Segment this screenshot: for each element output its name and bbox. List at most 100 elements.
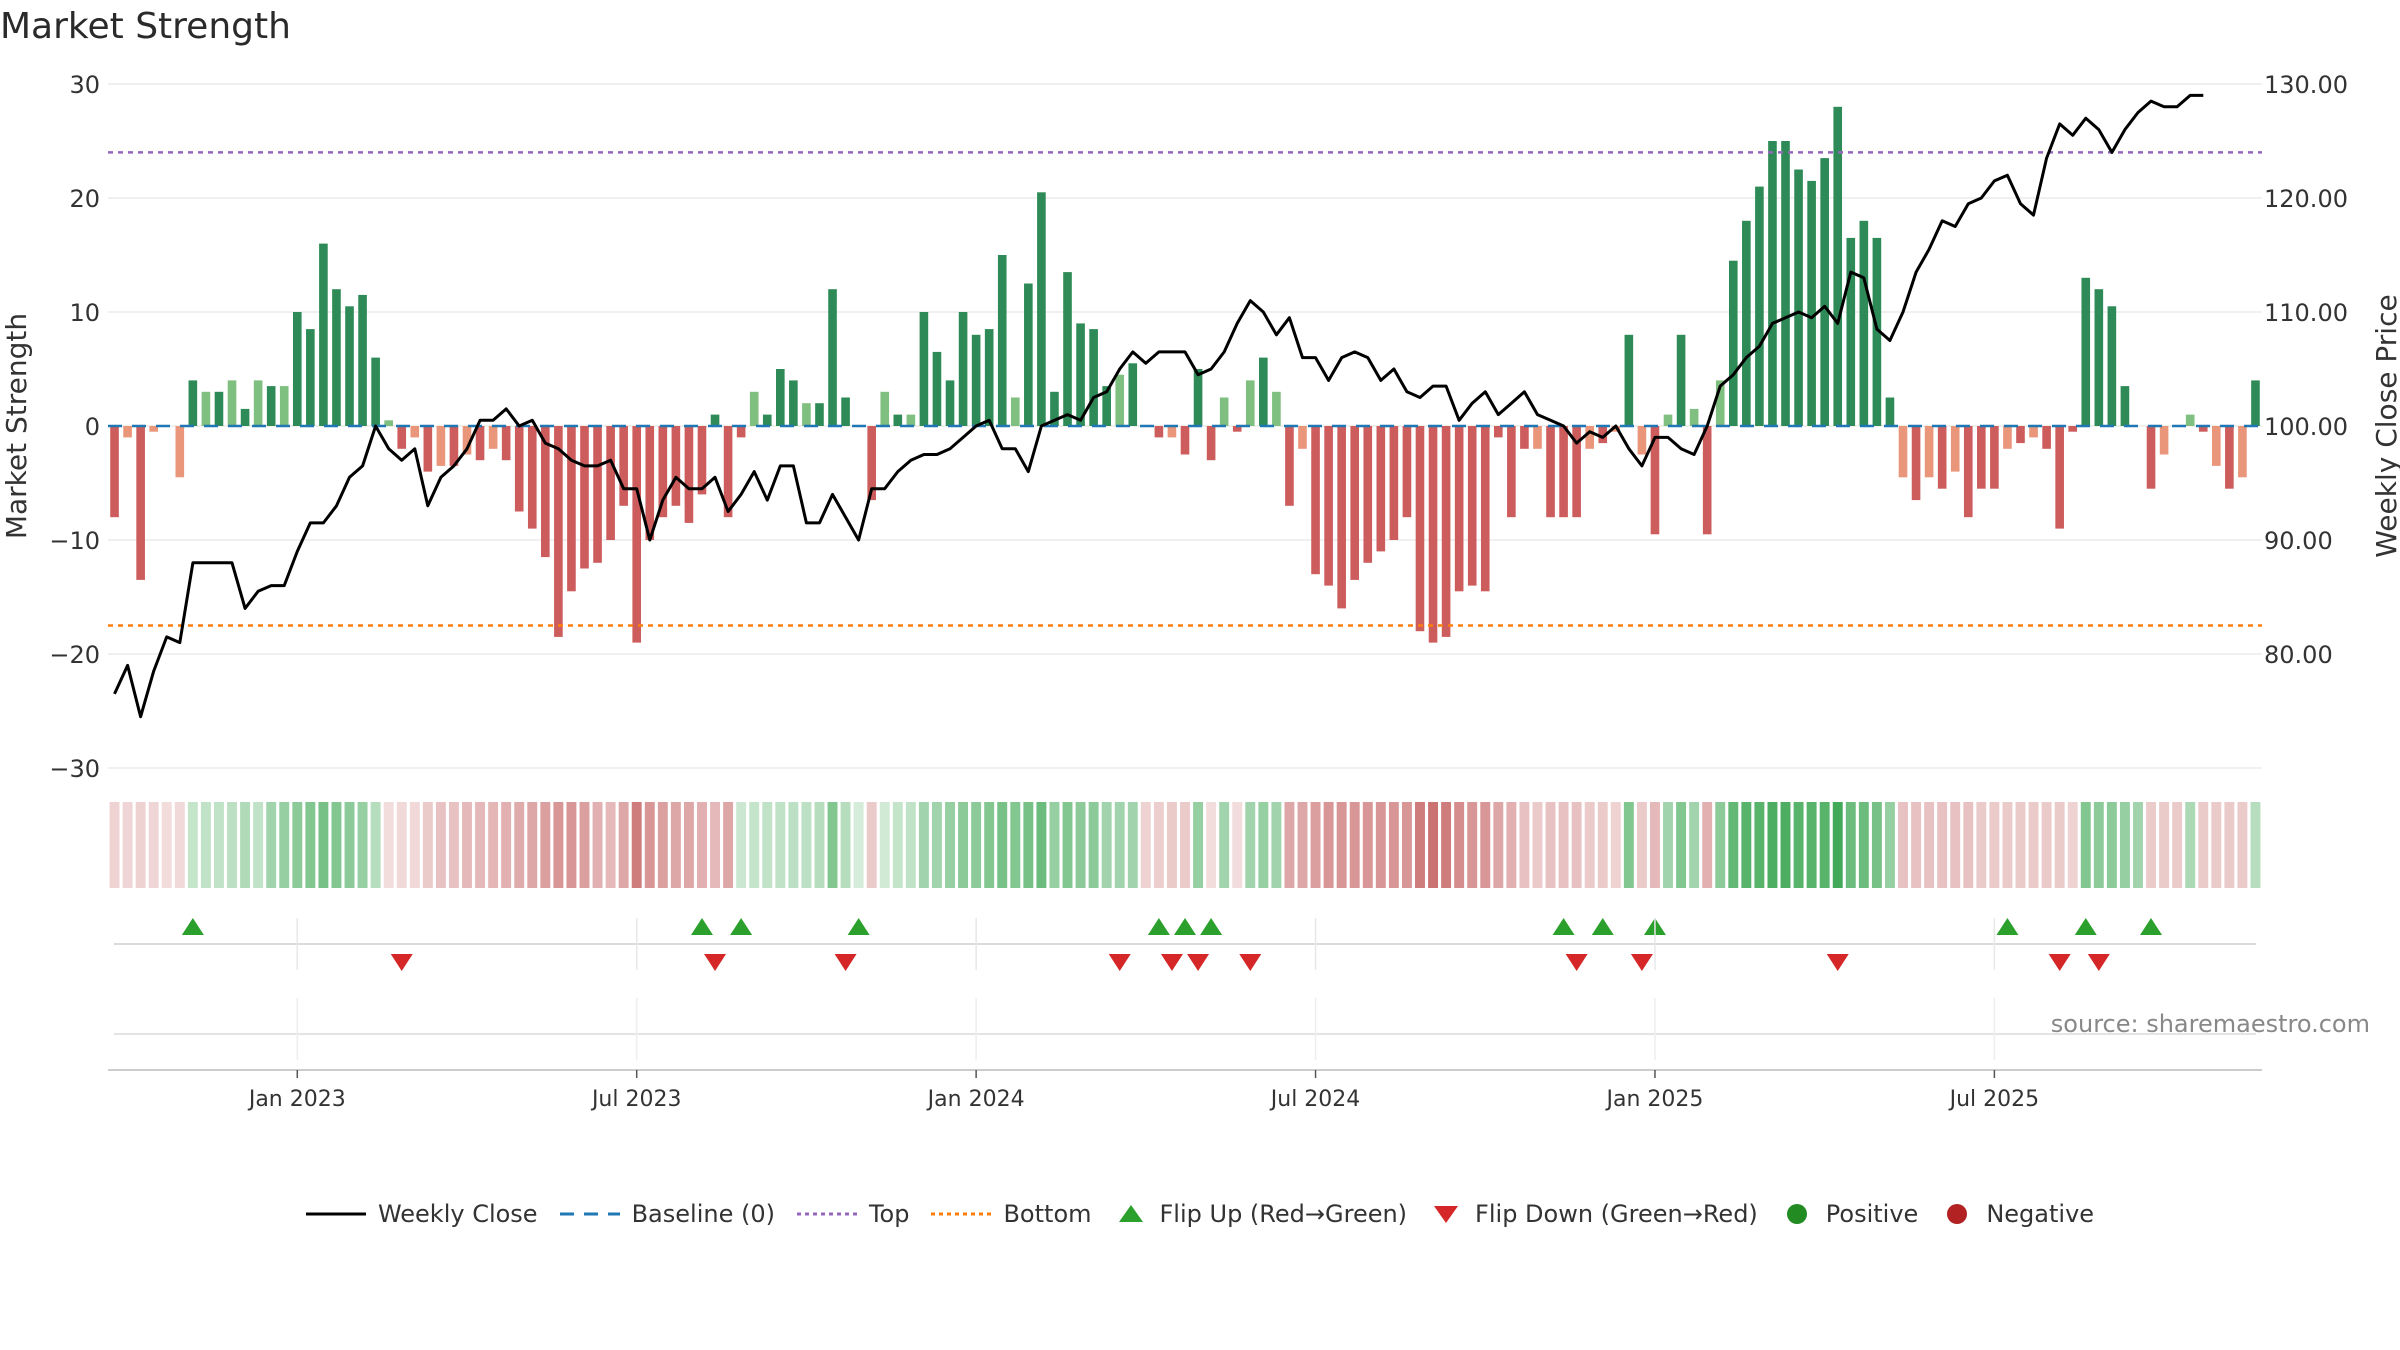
strength-rail-cell xyxy=(2159,802,2170,888)
strength-bar xyxy=(2185,414,2195,426)
strength-rail-cell xyxy=(1610,802,1621,888)
strength-rail-cell xyxy=(683,802,694,888)
strength-rail-cell xyxy=(2224,802,2235,888)
strength-bar xyxy=(1676,334,1686,426)
strength-bar xyxy=(1154,426,1164,438)
strength-rail-cell xyxy=(553,802,564,888)
flip-down-marker xyxy=(1160,954,1183,971)
strength-rail-cell xyxy=(801,802,812,888)
strength-bar xyxy=(1585,426,1594,449)
right-tick-label: 110.00 xyxy=(2264,299,2348,327)
strength-rail-cell xyxy=(1114,802,1125,888)
flip-up-marker xyxy=(181,918,204,935)
strength-bar xyxy=(1546,426,1555,518)
strength-bar xyxy=(749,391,759,426)
flip-down-marker xyxy=(1826,954,1849,971)
strength-bar xyxy=(1324,426,1333,586)
strength-rail-cell xyxy=(918,802,929,888)
strength-bar xyxy=(2055,426,2064,529)
strength-bar xyxy=(110,426,119,518)
strength-bar xyxy=(906,414,916,426)
strength-rail-cell xyxy=(527,802,538,888)
strength-bar xyxy=(1428,426,1438,643)
flip-up-marker xyxy=(847,918,870,935)
strength-bar xyxy=(1467,426,1477,586)
strength-rail-cell xyxy=(1506,802,1517,888)
strength-rail-cell xyxy=(775,802,786,888)
strength-bar xyxy=(436,426,446,466)
flip-down-marker xyxy=(1108,954,1131,971)
strength-bar xyxy=(292,312,302,426)
strength-rail-cell xyxy=(1127,802,1138,888)
strength-rail-cell xyxy=(1323,802,1334,888)
strength-rail-cell xyxy=(1441,802,1452,888)
strength-rail-cell xyxy=(1767,802,1778,888)
legend-label-weekly-close: Weekly Close xyxy=(377,1200,538,1228)
strength-rail-cell xyxy=(1206,802,1217,888)
strength-rail-cell xyxy=(357,802,368,888)
strength-rail-cell xyxy=(370,802,381,888)
strength-bar xyxy=(488,426,498,449)
strength-bar xyxy=(697,426,707,495)
strength-rail-cell xyxy=(1467,802,1478,888)
strength-rail-cell xyxy=(540,802,551,888)
strength-rail-cell xyxy=(187,802,198,888)
strength-bar xyxy=(501,426,511,461)
strength-rail-cell xyxy=(1858,802,1869,888)
strength-rail-cell xyxy=(2211,802,2222,888)
strength-bar xyxy=(1102,386,1111,426)
strength-bar xyxy=(1689,408,1699,426)
strength-bar xyxy=(2225,426,2234,489)
strength-bar xyxy=(1533,426,1542,449)
strength-rail-cell xyxy=(1271,802,1282,888)
strength-bar xyxy=(802,403,811,426)
strength-bar xyxy=(880,391,890,426)
strength-bar xyxy=(397,426,407,449)
strength-bar xyxy=(1454,426,1464,592)
strength-rail-cell xyxy=(2002,802,2013,888)
strength-bar xyxy=(1180,426,1190,455)
strength-bar xyxy=(971,334,981,426)
strength-bar xyxy=(1520,426,1529,449)
strength-rail-cell xyxy=(1884,802,1895,888)
strength-rail-cell xyxy=(1793,802,1804,888)
strength-rail-cell xyxy=(1454,802,1465,888)
strength-rail-cell xyxy=(1140,802,1151,888)
strength-bar xyxy=(1572,426,1581,518)
strength-rail-cell xyxy=(958,802,969,888)
x-tick-label: Jul 2025 xyxy=(1948,1087,2040,1112)
strength-rail-cell xyxy=(2093,802,2104,888)
strength-rail-cell xyxy=(1650,802,1660,888)
strength-rail-cell xyxy=(605,802,616,888)
strength-rail-cell xyxy=(1715,802,1726,888)
legend-item-baseline: Baseline (0) xyxy=(559,1200,775,1228)
strength-bar xyxy=(580,426,589,569)
strength-bar xyxy=(279,386,289,426)
strength-bar xyxy=(358,294,367,426)
strength-bar xyxy=(1911,426,1921,501)
strength-bar xyxy=(2107,306,2117,426)
strength-rail-cell xyxy=(1401,802,1412,888)
strength-rail-cell xyxy=(1532,802,1543,888)
strength-rail-cell xyxy=(1062,802,1073,888)
strength-bar xyxy=(1663,414,1673,426)
strength-rail-cell xyxy=(1689,802,1700,888)
strength-bar xyxy=(1285,426,1294,506)
strength-bar xyxy=(2068,426,2078,432)
strength-rail-cell xyxy=(1898,802,1908,888)
strength-rail-cell xyxy=(1924,802,1935,888)
strength-bar xyxy=(841,397,850,426)
strength-rail-cell xyxy=(1049,802,1060,888)
right-tick-label: 120.00 xyxy=(2264,185,2348,213)
positive-dot-icon xyxy=(1786,1204,1807,1224)
strength-bar xyxy=(345,306,354,426)
strength-bar xyxy=(1298,426,1307,449)
strength-rail-cell xyxy=(710,802,720,888)
strength-bar xyxy=(1010,397,1020,426)
strength-bar xyxy=(2198,426,2208,432)
strength-rail-cell xyxy=(1950,802,1961,888)
strength-bar xyxy=(475,426,485,461)
strength-rail-cell xyxy=(1545,802,1556,888)
strength-bar xyxy=(1507,426,1516,518)
strength-rail-cell xyxy=(1806,802,1817,888)
